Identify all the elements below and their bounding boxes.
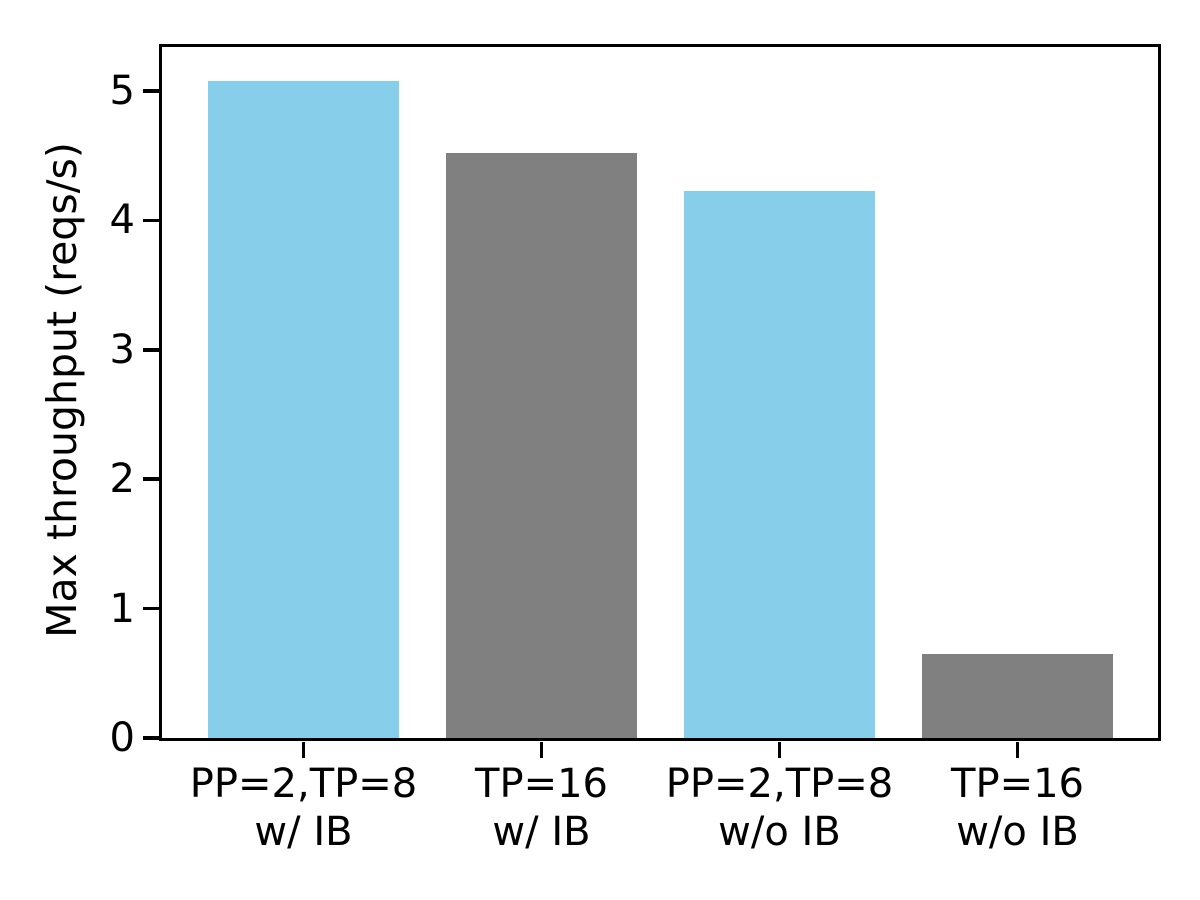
y-tick-mark xyxy=(142,89,159,93)
x-tick-mark xyxy=(539,741,544,758)
x-tick-label-line: PP=2,TP=8 xyxy=(665,761,894,807)
y-tick-label: 2 xyxy=(109,456,135,503)
y-tick-mark xyxy=(142,606,159,611)
bar-1 xyxy=(208,80,399,738)
bar-3 xyxy=(684,190,875,738)
x-tick-label-line: PP=2,TP=8 xyxy=(189,761,418,807)
x-tick-label-line: w/ IB xyxy=(254,809,353,855)
y-tick-label: 1 xyxy=(109,585,135,632)
y-tick-mark xyxy=(142,218,159,223)
x-tick-mark xyxy=(301,741,306,758)
x-tick-label: TP=16 w/o IB xyxy=(951,760,1084,856)
bar-2 xyxy=(446,153,637,738)
x-tick-mark xyxy=(777,741,782,758)
x-tick-label-line: w/o IB xyxy=(718,809,841,855)
y-tick-label: 5 xyxy=(109,67,135,114)
x-tick-label: PP=2,TP=8 w/o IB xyxy=(666,760,893,856)
y-tick-label: 3 xyxy=(109,326,135,373)
x-tick-label-line: w/o IB xyxy=(956,809,1079,855)
x-tick-label-line: TP=16 xyxy=(951,761,1084,807)
x-tick-label: PP=2,TP=8 w/ IB xyxy=(190,760,417,856)
bar-4 xyxy=(922,653,1113,738)
y-tick-mark xyxy=(142,736,159,740)
y-tick-mark xyxy=(142,477,159,481)
y-tick-label: 4 xyxy=(109,197,135,244)
y-tick-mark xyxy=(142,348,159,352)
x-tick-label-line: w/ IB xyxy=(492,809,591,855)
x-tick-mark xyxy=(1015,741,1020,758)
x-tick-label: TP=16 w/ IB xyxy=(475,760,608,856)
x-tick-label-line: TP=16 xyxy=(475,761,608,807)
y-tick-label: 0 xyxy=(109,715,135,761)
